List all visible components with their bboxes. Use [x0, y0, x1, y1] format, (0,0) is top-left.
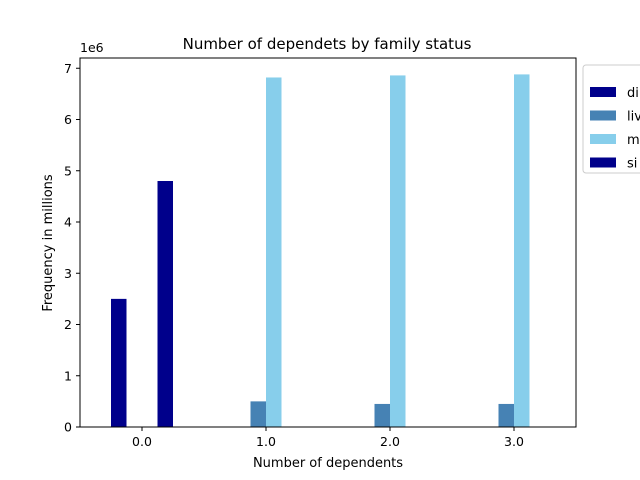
x-tick-label: 3.0 — [504, 434, 524, 449]
x-tick-label: 1.0 — [256, 434, 276, 449]
y-tick-label: 5 — [64, 163, 72, 178]
legend-label-liv: liv — [627, 110, 640, 125]
bar-liv-1.0 — [250, 401, 266, 427]
y-offset-text: 1e6 — [80, 40, 104, 55]
y-tick-label: 0 — [64, 420, 72, 435]
y-ticks-group: 0 1 2 3 4 5 6 7 — [64, 61, 80, 435]
legend-label-m: m — [627, 133, 640, 148]
legend-swatch-liv — [590, 110, 616, 121]
legend-swatch-si — [590, 157, 616, 168]
y-tick-label: 3 — [64, 266, 72, 281]
legend-label-si: si — [627, 157, 637, 172]
legend: di liv m si — [582, 64, 640, 174]
bar-si-0.0 — [157, 181, 173, 427]
bar-m-3.0 — [514, 74, 530, 428]
bar-liv-2.0 — [374, 403, 390, 427]
legend-label-di: di — [627, 86, 639, 101]
y-tick-label: 4 — [64, 215, 72, 230]
bar-m-2.0 — [390, 75, 406, 428]
y-tick-label: 1 — [64, 368, 72, 383]
y-tick-label: 6 — [64, 112, 72, 127]
bar-m-1.0 — [266, 77, 282, 427]
legend-swatch-di — [590, 87, 616, 97]
bar-liv-3.0 — [498, 403, 514, 427]
chart-title: Number of dependets by family status — [183, 35, 472, 53]
x-tick-label: 2.0 — [380, 434, 400, 449]
x-axis-label: Number of dependents — [253, 456, 403, 471]
x-tick-label: 0.0 — [132, 434, 152, 449]
bar-di-0.0 — [111, 298, 127, 427]
legend-swatch-m — [590, 134, 616, 144]
y-tick-label: 2 — [64, 317, 72, 332]
bars-group — [111, 74, 530, 428]
y-tick-label: 7 — [64, 61, 72, 76]
x-ticks-group: 0.0 1.0 2.0 3.0 — [132, 427, 524, 449]
plot-frame — [79, 57, 577, 428]
y-axis-label: Frequency in millions — [41, 174, 56, 312]
